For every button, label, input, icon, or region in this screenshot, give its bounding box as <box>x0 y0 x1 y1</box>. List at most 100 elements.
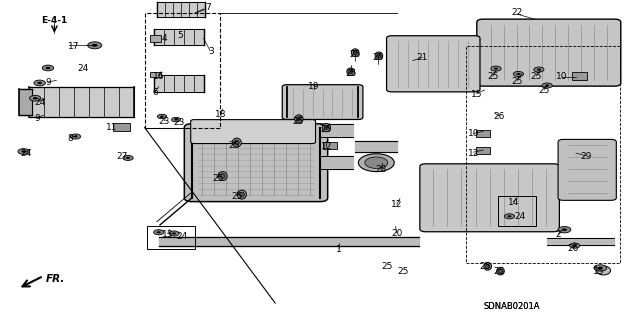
Text: 14: 14 <box>508 198 519 207</box>
Ellipse shape <box>234 140 239 145</box>
Text: 23: 23 <box>173 118 185 127</box>
Text: 25: 25 <box>345 69 356 78</box>
Text: 25: 25 <box>372 53 383 62</box>
Text: 26: 26 <box>567 244 579 253</box>
Circle shape <box>33 97 38 100</box>
FancyBboxPatch shape <box>184 124 328 202</box>
Circle shape <box>34 80 45 86</box>
Bar <box>150 72 161 77</box>
Ellipse shape <box>322 123 331 132</box>
Text: 6: 6 <box>152 88 157 97</box>
Circle shape <box>172 233 176 234</box>
Circle shape <box>562 228 567 231</box>
FancyBboxPatch shape <box>323 142 337 149</box>
Circle shape <box>154 230 164 235</box>
Circle shape <box>491 66 501 71</box>
Text: 25: 25 <box>321 125 332 134</box>
FancyBboxPatch shape <box>191 120 316 144</box>
Text: 23: 23 <box>159 117 170 126</box>
Circle shape <box>570 243 580 248</box>
Circle shape <box>174 119 178 121</box>
Text: 22: 22 <box>511 8 523 17</box>
Text: 24: 24 <box>20 149 31 158</box>
Text: SDNAB0201A: SDNAB0201A <box>484 302 540 311</box>
Ellipse shape <box>347 68 355 76</box>
Text: 2: 2 <box>556 230 561 239</box>
Circle shape <box>594 265 607 271</box>
FancyBboxPatch shape <box>476 147 490 154</box>
FancyBboxPatch shape <box>476 130 490 137</box>
Text: 19: 19 <box>308 82 319 91</box>
Ellipse shape <box>353 50 357 55</box>
Text: 25: 25 <box>493 267 505 276</box>
Circle shape <box>358 154 394 172</box>
Text: 18: 18 <box>215 110 227 119</box>
Circle shape <box>123 155 133 160</box>
Text: 17: 17 <box>68 42 79 51</box>
Text: 26: 26 <box>493 112 505 121</box>
Circle shape <box>494 68 498 70</box>
FancyBboxPatch shape <box>558 139 616 200</box>
FancyBboxPatch shape <box>572 72 587 80</box>
Text: 15: 15 <box>593 267 604 276</box>
Circle shape <box>42 65 54 71</box>
FancyBboxPatch shape <box>387 36 480 92</box>
Text: 25: 25 <box>381 262 393 271</box>
Circle shape <box>92 44 97 47</box>
Circle shape <box>513 71 524 77</box>
Text: 25: 25 <box>479 262 491 271</box>
FancyBboxPatch shape <box>477 19 621 86</box>
Text: E-4-1: E-4-1 <box>41 16 68 25</box>
Ellipse shape <box>296 117 301 121</box>
Text: 29: 29 <box>580 152 591 161</box>
Text: 16: 16 <box>153 72 164 81</box>
FancyBboxPatch shape <box>420 164 559 232</box>
Circle shape <box>516 73 520 75</box>
Text: 25: 25 <box>487 72 499 81</box>
Circle shape <box>126 157 130 159</box>
Text: 12: 12 <box>321 142 332 151</box>
Text: 10: 10 <box>468 130 479 138</box>
Circle shape <box>74 136 77 137</box>
Ellipse shape <box>232 138 241 147</box>
Text: 25: 25 <box>531 72 542 81</box>
Circle shape <box>558 226 571 233</box>
Ellipse shape <box>324 125 329 130</box>
Ellipse shape <box>239 192 244 197</box>
Bar <box>150 35 161 42</box>
Circle shape <box>172 117 180 122</box>
Circle shape <box>88 42 102 49</box>
Text: 25: 25 <box>397 267 409 276</box>
Ellipse shape <box>218 172 227 181</box>
Text: 25: 25 <box>231 192 243 201</box>
Circle shape <box>18 149 29 154</box>
Text: FR.: FR. <box>46 274 65 284</box>
Text: 9: 9 <box>45 78 51 87</box>
Text: 25: 25 <box>228 141 239 150</box>
Circle shape <box>70 134 81 139</box>
Text: 25: 25 <box>349 50 361 59</box>
Text: 10: 10 <box>556 72 568 81</box>
Text: 15: 15 <box>471 90 483 99</box>
Text: 9: 9 <box>35 114 40 122</box>
Ellipse shape <box>294 115 303 123</box>
Text: 28: 28 <box>375 165 387 174</box>
Ellipse shape <box>499 269 502 273</box>
Circle shape <box>542 83 552 88</box>
Text: 21: 21 <box>417 53 428 62</box>
Text: 4: 4 <box>162 34 167 43</box>
Text: 13: 13 <box>162 230 173 239</box>
Text: 20: 20 <box>391 229 403 238</box>
Text: 24: 24 <box>514 212 525 221</box>
Circle shape <box>504 214 515 219</box>
Text: 12: 12 <box>391 200 403 209</box>
Text: 24: 24 <box>34 98 45 107</box>
Circle shape <box>160 115 164 117</box>
Ellipse shape <box>237 190 246 199</box>
Circle shape <box>365 157 388 168</box>
Text: 11: 11 <box>106 123 118 132</box>
Text: 25: 25 <box>511 77 523 86</box>
Text: 3: 3 <box>209 47 214 56</box>
Circle shape <box>21 150 26 153</box>
Circle shape <box>508 215 511 217</box>
